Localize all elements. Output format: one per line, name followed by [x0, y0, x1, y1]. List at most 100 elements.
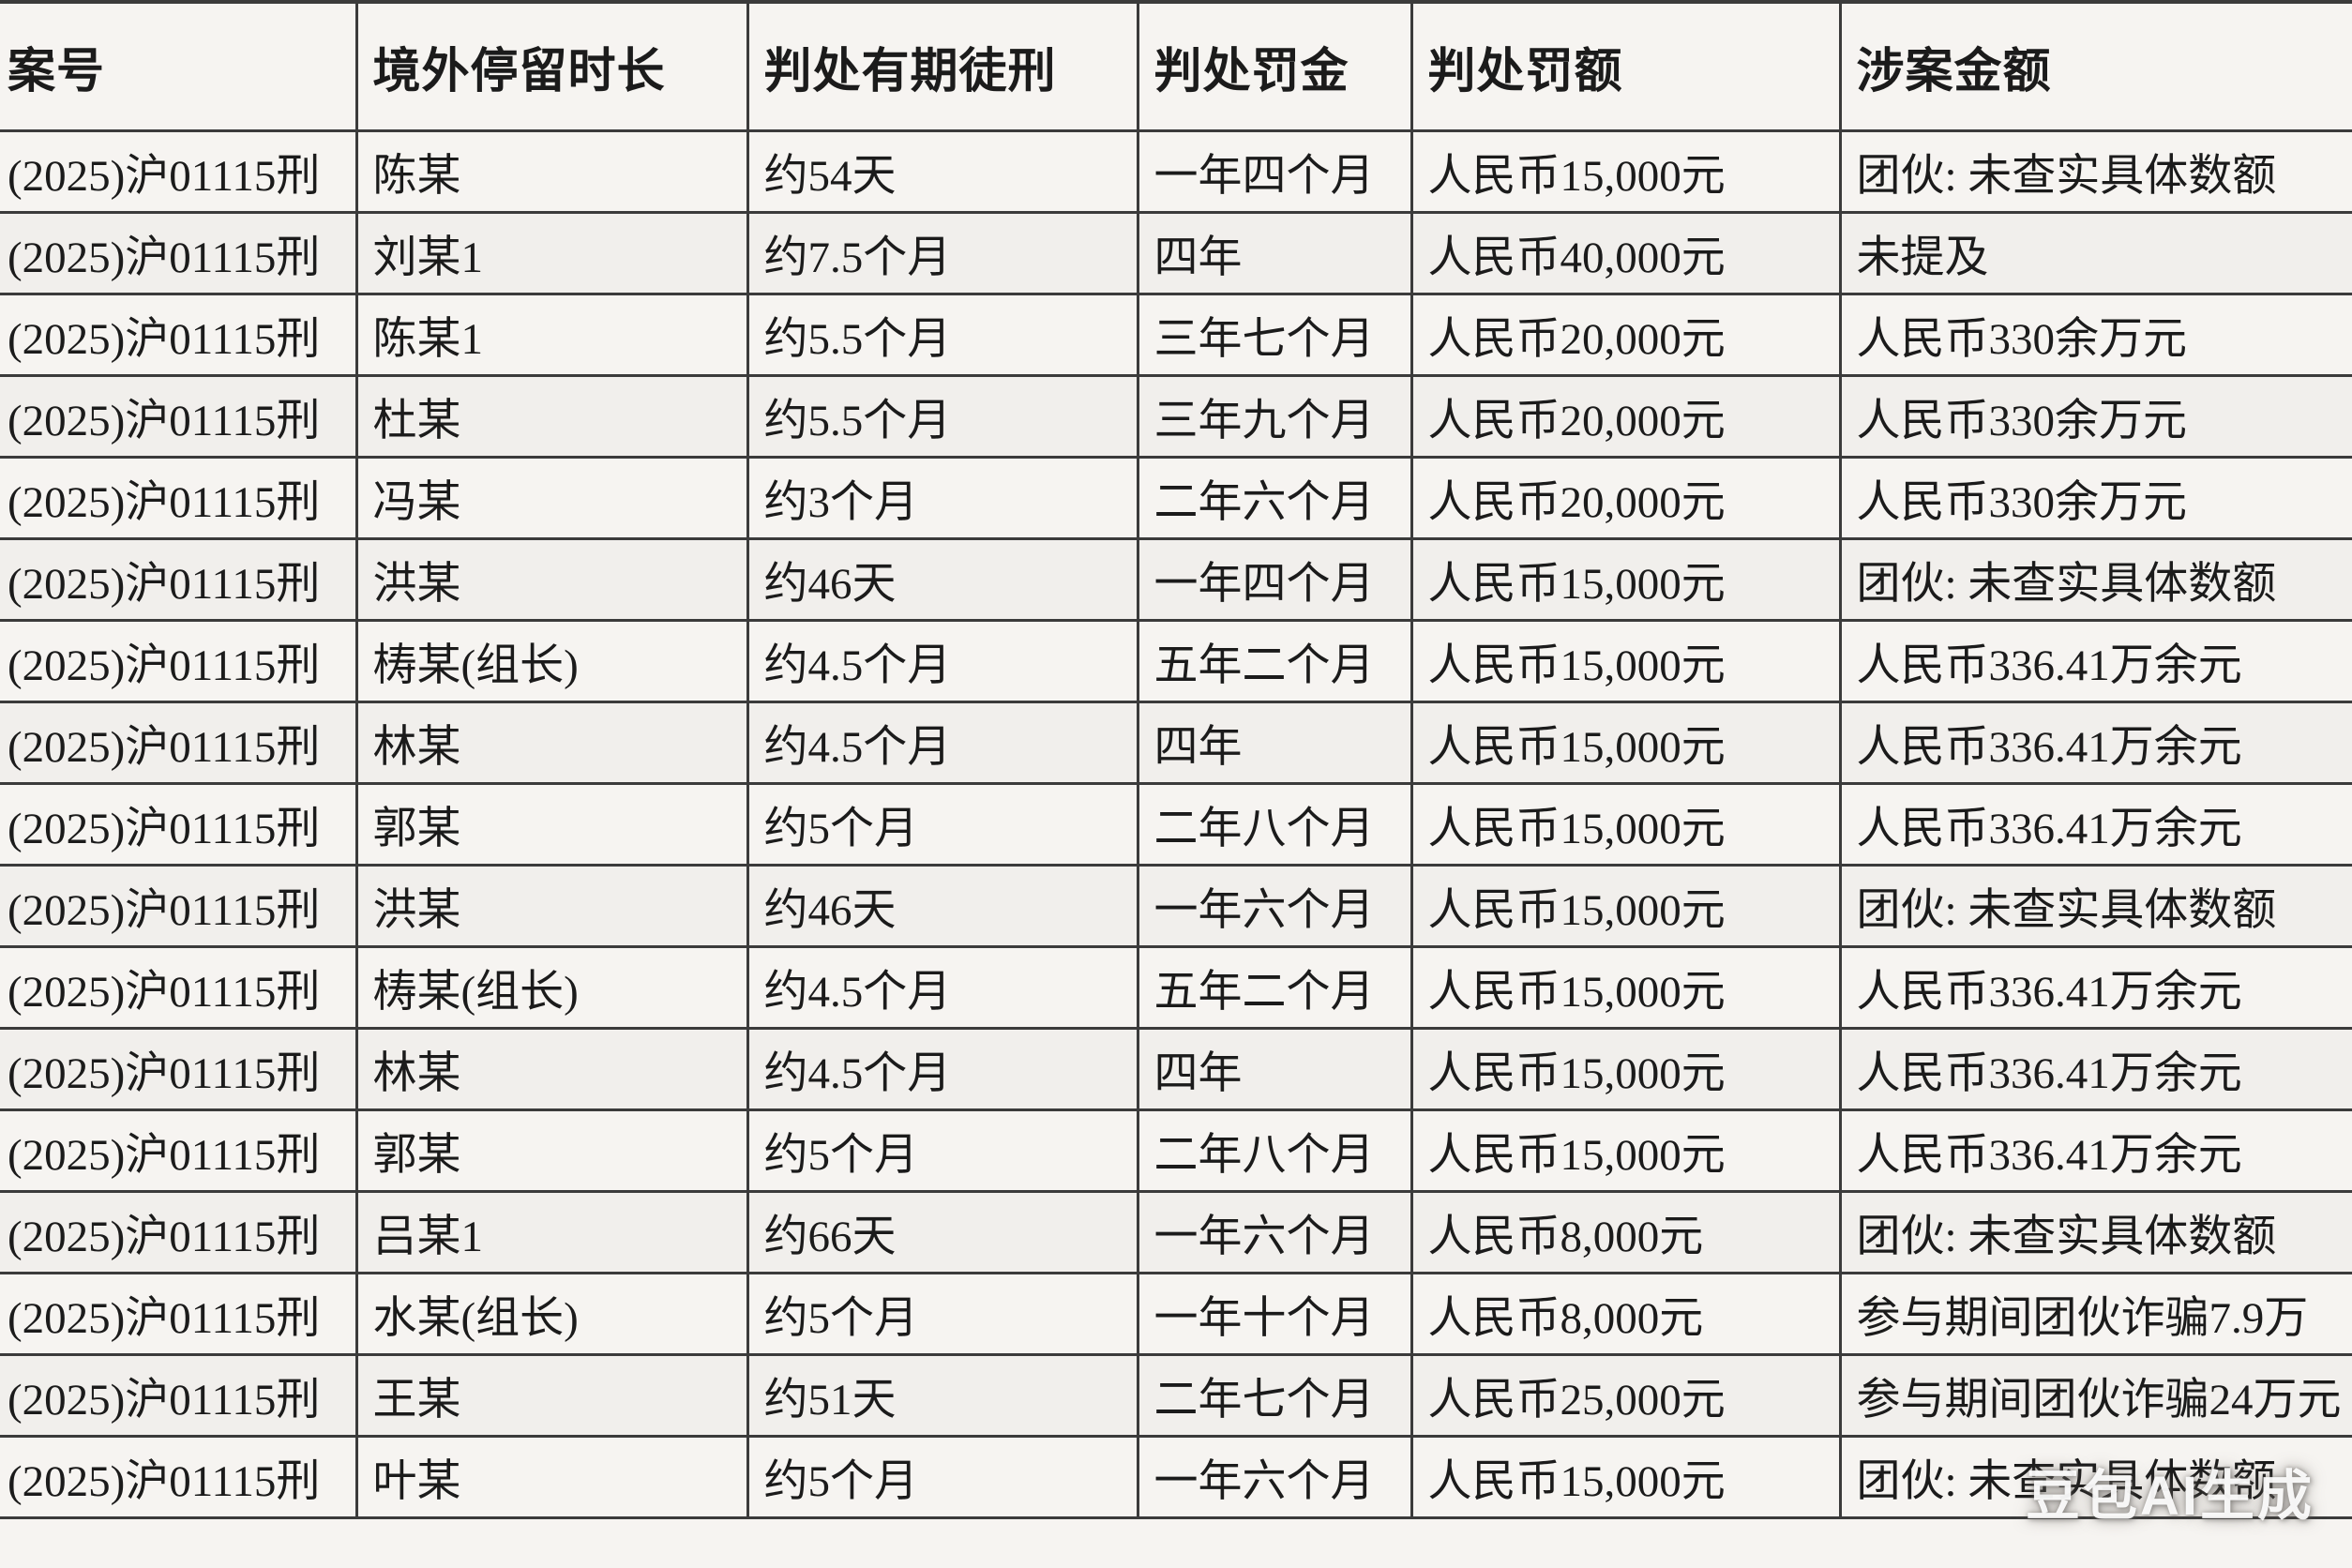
fine-cell: 人民币15,000元	[1410, 618, 1842, 703]
prison-term-cell: 一年六个月	[1136, 863, 1413, 948]
table-row: (2025)沪01115刑 陈某1 约5.5个月 三年七个月 人民币20,000元 人民币…	[0, 292, 2352, 377]
prison-term-cell: 二年七个月	[1136, 1352, 1413, 1438]
stay-duration-cell: 约5个月	[746, 1108, 1139, 1193]
stay-duration-cell: 约5个月	[746, 1271, 1139, 1356]
table-row: (2025)沪01115刑 刘某1 约7.5个月 四年 人民币40,000元 未提及	[0, 210, 2352, 295]
stay-duration-cell: 约4.5个月	[746, 618, 1139, 703]
person-cell: 吕某1	[354, 1189, 749, 1274]
table-body: (2025)沪01115刑 陈某 约54天 一年四个月 人民币15,000元 团伙: 未查…	[0, 128, 2352, 1519]
prison-term-cell: 二年八个月	[1136, 1108, 1413, 1193]
involved-amount-cell: 人民币336.41万余元	[1838, 781, 2352, 867]
stay-duration-cell: 约5.5个月	[746, 292, 1139, 377]
case-number-cell: (2025)沪01115刑	[0, 536, 358, 622]
stay-duration-cell: 约5个月	[746, 781, 1139, 867]
person-cell: 郭某	[354, 781, 749, 867]
prison-term-cell: 三年七个月	[1136, 292, 1413, 377]
case-number-cell: (2025)沪01115刑	[0, 781, 358, 867]
person-cell: 陈某	[354, 128, 749, 214]
stay-duration-cell: 约4.5个月	[746, 700, 1139, 785]
stay-duration-cell: 约7.5个月	[746, 210, 1139, 295]
person-cell: 陈某1	[354, 292, 749, 377]
table-row: (2025)沪01115刑 郭某 约5个月 二年八个月 人民币15,000元 人民币336…	[0, 781, 2352, 867]
person-cell: 林某	[354, 700, 749, 785]
person-cell: 王某	[354, 1352, 749, 1438]
table-row: (2025)沪01115刑 王某 约51天 二年七个月 人民币25,000元 参与期间团伙…	[0, 1352, 2352, 1438]
fine-cell: 人民币20,000元	[1410, 292, 1842, 377]
table-row: (2025)沪01115刑 水某(组长) 约5个月 一年十个月 人民币8,000元 参与期…	[0, 1271, 2352, 1356]
stay-duration-cell: 约4.5个月	[746, 944, 1139, 1030]
column-header-prison-term: 判处有期徒刑	[746, 0, 1139, 132]
involved-amount-cell: 团伙: 未查实具体数额	[1838, 1434, 2352, 1519]
fine-cell: 人民币15,000元	[1410, 536, 1842, 622]
table-row: (2025)沪01115刑 叶某 约5个月 一年六个月 人民币15,000元 团伙: 未查…	[0, 1434, 2352, 1519]
fine-cell: 人民币20,000元	[1410, 373, 1842, 459]
prison-term-cell: 二年六个月	[1136, 455, 1413, 540]
verdict-table: 案号 境外停留时长 判处有期徒刑 判处罚金 判处罚额 涉案金额 (2025)沪0…	[0, 0, 2352, 1519]
fine-cell: 人民币15,000元	[1410, 1026, 1842, 1111]
prison-term-cell: 一年六个月	[1136, 1189, 1413, 1274]
column-header-stay-duration: 境外停留时长	[354, 0, 749, 132]
involved-amount-cell: 团伙: 未查实具体数额	[1838, 128, 2352, 214]
table-row: (2025)沪01115刑 林某 约4.5个月 四年 人民币15,000元 人民币336.…	[0, 1026, 2352, 1111]
prison-term-cell: 四年	[1136, 700, 1413, 785]
case-number-cell: (2025)沪01115刑	[0, 455, 358, 540]
fine-cell: 人民币40,000元	[1410, 210, 1842, 295]
table-row: (2025)沪01115刑 杜某 约5.5个月 三年九个月 人民币20,000元 人民币3…	[0, 373, 2352, 459]
column-header-fine: 判处罚金	[1136, 0, 1413, 132]
case-number-cell: (2025)沪01115刑	[0, 618, 358, 703]
person-cell: 水某(组长)	[354, 1271, 749, 1356]
prison-term-cell: 一年十个月	[1136, 1271, 1413, 1356]
person-cell: 洪某	[354, 536, 749, 622]
stay-duration-cell: 约51天	[746, 1352, 1139, 1438]
person-cell: 刘某1	[354, 210, 749, 295]
prison-term-cell: 一年六个月	[1136, 1434, 1413, 1519]
prison-term-cell: 四年	[1136, 1026, 1413, 1111]
column-header-fine-amount: 判处罚额	[1410, 0, 1842, 132]
table-row: (2025)沪01115刑 梼某(组长) 约4.5个月 五年二个月 人民币15,000元…	[0, 618, 2352, 703]
person-cell: 洪某	[354, 863, 749, 948]
involved-amount-cell: 参与期间团伙诈骗7.9万	[1838, 1271, 2352, 1356]
fine-cell: 人民币15,000元	[1410, 1434, 1842, 1519]
table-row: (2025)沪01115刑 梼某(组长) 约4.5个月 五年二个月 人民币15,000元…	[0, 944, 2352, 1030]
fine-cell: 人民币20,000元	[1410, 455, 1842, 540]
fine-cell: 人民币15,000元	[1410, 700, 1842, 785]
involved-amount-cell: 人民币336.41万余元	[1838, 700, 2352, 785]
case-number-cell: (2025)沪01115刑	[0, 1271, 358, 1356]
fine-cell: 人民币25,000元	[1410, 1352, 1842, 1438]
person-cell: 冯某	[354, 455, 749, 540]
prison-term-cell: 二年八个月	[1136, 781, 1413, 867]
case-number-cell: (2025)沪01115刑	[0, 128, 358, 214]
fine-cell: 人民币8,000元	[1410, 1271, 1842, 1356]
prison-term-cell: 四年	[1136, 210, 1413, 295]
stay-duration-cell: 约46天	[746, 536, 1139, 622]
case-number-cell: (2025)沪01115刑	[0, 1108, 358, 1193]
case-number-cell: (2025)沪01115刑	[0, 373, 358, 459]
fine-cell: 人民币15,000元	[1410, 863, 1842, 948]
column-header-involved-amount: 涉案金额	[1838, 0, 2352, 132]
case-number-cell: (2025)沪01115刑	[0, 863, 358, 948]
involved-amount-cell: 未提及	[1838, 210, 2352, 295]
column-header-case-number: 案号	[0, 0, 358, 132]
prison-term-cell: 三年九个月	[1136, 373, 1413, 459]
involved-amount-cell: 参与期间团伙诈骗24万元	[1838, 1352, 2352, 1438]
stay-duration-cell: 约4.5个月	[746, 1026, 1139, 1111]
case-number-cell: (2025)沪01115刑	[0, 1026, 358, 1111]
case-number-cell: (2025)沪01115刑	[0, 1352, 358, 1438]
involved-amount-cell: 团伙: 未查实具体数额	[1838, 1189, 2352, 1274]
case-number-cell: (2025)沪01115刑	[0, 944, 358, 1030]
case-number-cell: (2025)沪01115刑	[0, 700, 358, 785]
involved-amount-cell: 人民币336.41万余元	[1838, 944, 2352, 1030]
fine-cell: 人民币8,000元	[1410, 1189, 1842, 1274]
prison-term-cell: 五年二个月	[1136, 618, 1413, 703]
involved-amount-cell: 人民币336.41万余元	[1838, 618, 2352, 703]
stay-duration-cell: 约54天	[746, 128, 1139, 214]
prison-term-cell: 一年四个月	[1136, 128, 1413, 214]
table-row: (2025)沪01115刑 洪某 约46天 一年四个月 人民币15,000元 团伙: 未查…	[0, 536, 2352, 622]
involved-amount-cell: 人民币330余万元	[1838, 455, 2352, 540]
involved-amount-cell: 团伙: 未查实具体数额	[1838, 536, 2352, 622]
fine-cell: 人民币15,000元	[1410, 1108, 1842, 1193]
table-row: (2025)沪01115刑 吕某1 约66天 一年六个月 人民币8,000元 团伙: 未查…	[0, 1189, 2352, 1274]
stay-duration-cell: 约5.5个月	[746, 373, 1139, 459]
table-row: (2025)沪01115刑 林某 约4.5个月 四年 人民币15,000元 人民币336.…	[0, 700, 2352, 785]
